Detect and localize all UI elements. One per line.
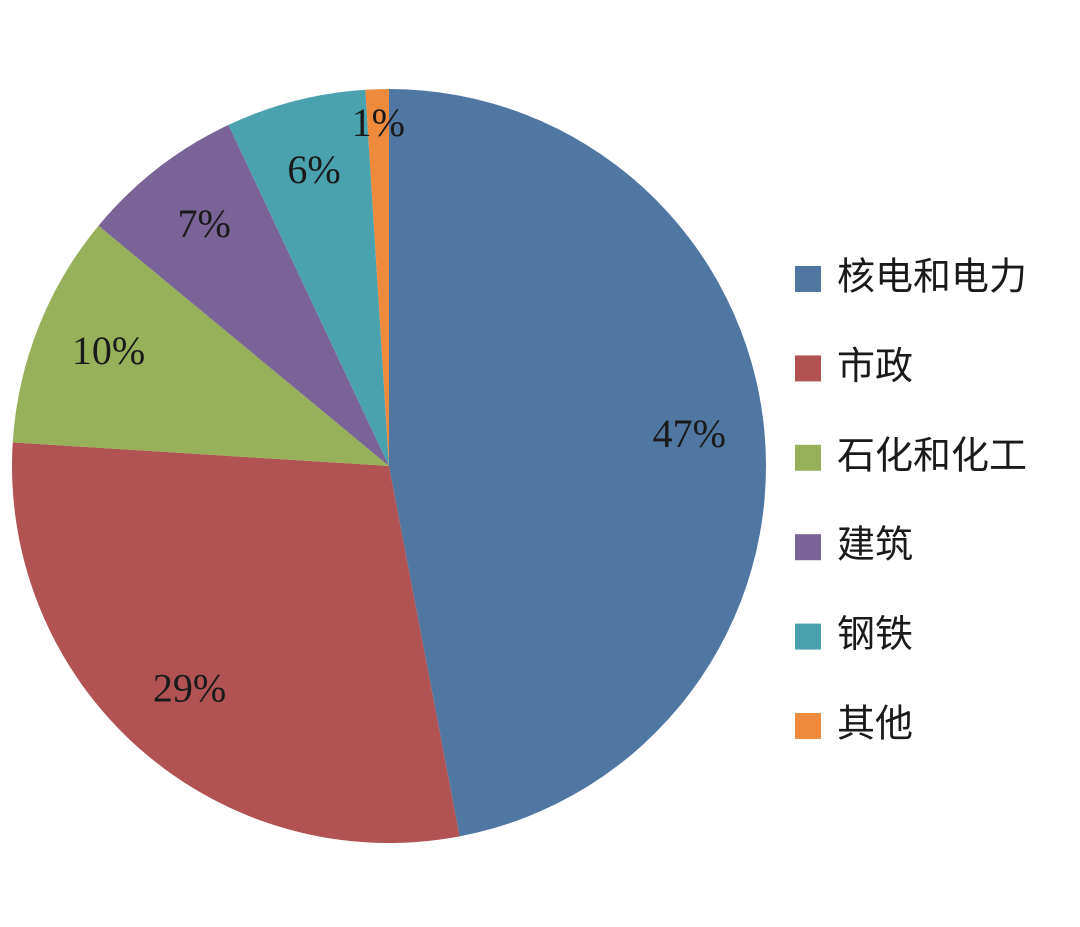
pie-slice [98,124,389,467]
pie-slice [12,225,389,466]
pie-slice [228,89,389,466]
legend-swatch [795,444,821,471]
data-label: 1% [352,100,405,145]
data-label: 6% [287,147,340,192]
legend-label: 石化和化工 [837,433,1027,477]
pie-slice [365,89,389,466]
legend-swatch [795,623,821,650]
data-label: 47% [653,411,726,456]
pie-slice [389,89,766,837]
legend-label: 核电和电力 [837,255,1027,299]
data-label: 7% [177,201,230,246]
pie-slice [11,442,460,843]
legend-swatch [795,713,821,739]
legend-label: 钢铁 [837,612,913,656]
legend-swatch [795,355,821,382]
legend-swatch [795,534,821,561]
legend-label: 市政 [837,344,913,388]
data-label: 29% [153,665,226,710]
legend-label: 其他 [837,702,913,746]
data-label: 10% [72,328,145,373]
legend-label: 建筑 [837,523,913,567]
legend-swatch [795,266,821,292]
